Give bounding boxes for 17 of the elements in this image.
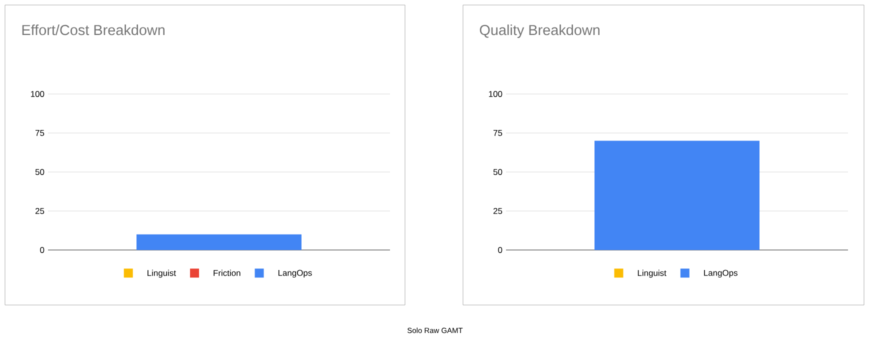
chart-title: Quality Breakdown (480, 24, 600, 38)
y-tick-label: 25 (493, 208, 502, 214)
y-tick-label: 100 (30, 91, 44, 97)
legend-label: Friction (214, 270, 240, 276)
y-tick-label: 75 (36, 130, 44, 136)
y-tick-label: 50 (493, 169, 502, 175)
y-tick-label: 100 (489, 91, 502, 97)
y-tick-label: 50 (35, 169, 44, 175)
chart-title: Effort/Cost Breakdown (22, 24, 165, 36)
y-tick-label: 0 (498, 247, 502, 253)
legend-label: Linguist (638, 270, 666, 278)
legend-label: LangOps (278, 270, 312, 278)
y-tick-label: 75 (494, 130, 502, 136)
y-tick-label: 0 (40, 247, 44, 253)
legend-label: LangOps (704, 270, 738, 278)
legend-label: Linguist (148, 270, 176, 278)
y-tick-label: 25 (35, 208, 44, 214)
